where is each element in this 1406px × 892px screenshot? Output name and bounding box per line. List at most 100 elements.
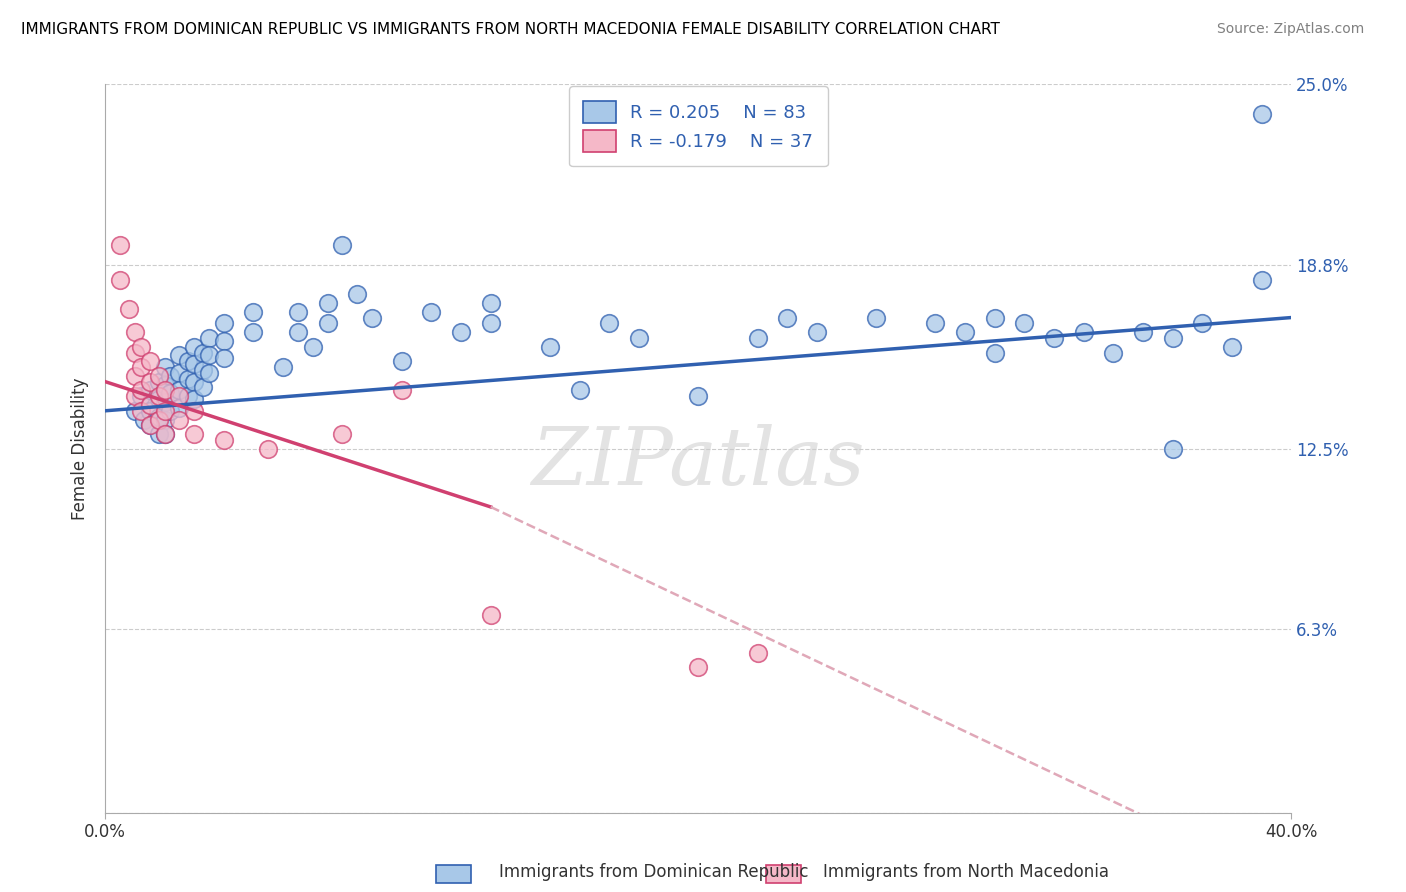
Point (1161, 331, 1184, 345)
Point (183, 427, 205, 442)
Point (332, 237, 354, 252)
Point (148, 409, 170, 424)
Point (212, 433, 235, 447)
Point (242, 325, 264, 339)
Point (159, 404, 181, 418)
Point (159, 386, 181, 401)
Y-axis label: Female Disability: Female Disability (72, 377, 89, 520)
Point (212, 351, 235, 366)
Point (124, 325, 146, 339)
Point (242, 304, 264, 318)
Point (747, 331, 769, 345)
Point (316, 317, 339, 331)
Point (138, 418, 160, 433)
Point (183, 404, 205, 418)
Point (198, 366, 221, 380)
Point (627, 331, 650, 345)
Point (169, 412, 191, 426)
Point (124, 368, 146, 383)
Text: Source: ZipAtlas.com: Source: ZipAtlas.com (1216, 22, 1364, 37)
Point (177, 372, 200, 386)
Text: IMMIGRANTS FROM DOMINICAN REPUBLIC VS IMMIGRANTS FROM NORTH MACEDONIA FEMALE DIS: IMMIGRANTS FROM DOMINICAN REPUBLIC VS IM… (21, 22, 1000, 37)
Point (169, 389, 191, 403)
Point (153, 384, 176, 398)
Point (1014, 317, 1036, 331)
Point (191, 380, 214, 394)
Text: Immigrants from Dominican Republic: Immigrants from Dominican Republic (499, 863, 808, 881)
Point (159, 368, 181, 383)
Point (153, 377, 176, 392)
Point (153, 427, 176, 442)
Point (346, 287, 368, 301)
Point (479, 296, 502, 310)
Point (124, 389, 146, 403)
Point (153, 395, 176, 409)
Point (124, 404, 146, 418)
Point (132, 412, 155, 426)
Point (1102, 345, 1125, 359)
Legend: R = 0.205    N = 83, R = -0.179    N = 37: R = 0.205 N = 83, R = -0.179 N = 37 (569, 87, 828, 166)
Point (212, 317, 235, 331)
Point (169, 366, 191, 380)
Point (148, 368, 170, 383)
Point (183, 392, 205, 406)
Point (148, 389, 170, 403)
Point (391, 384, 413, 398)
Point (479, 607, 502, 622)
Point (212, 334, 235, 348)
Point (198, 331, 221, 345)
Point (747, 646, 769, 660)
Point (1043, 331, 1066, 345)
Point (568, 384, 591, 398)
Point (1161, 442, 1184, 456)
Point (169, 384, 191, 398)
Point (1191, 317, 1213, 331)
Point (138, 404, 160, 418)
Point (1220, 340, 1243, 354)
Point (688, 660, 710, 674)
Point (138, 375, 160, 389)
Point (332, 427, 354, 442)
Text: Immigrants from North Macedonia: Immigrants from North Macedonia (823, 863, 1108, 881)
Point (183, 375, 205, 389)
Point (924, 317, 946, 331)
Point (271, 360, 294, 375)
Point (148, 392, 170, 406)
Point (301, 340, 323, 354)
Point (129, 340, 152, 354)
Point (865, 310, 887, 325)
Point (129, 389, 152, 403)
Point (598, 317, 620, 331)
Point (450, 325, 472, 339)
Point (177, 389, 200, 403)
Point (391, 354, 413, 368)
Point (257, 442, 280, 456)
Point (198, 348, 221, 362)
Point (118, 301, 141, 316)
Point (153, 427, 176, 442)
Point (1132, 325, 1154, 339)
Point (953, 325, 976, 339)
Point (169, 401, 191, 415)
Point (169, 348, 191, 362)
Point (148, 427, 170, 442)
Point (191, 345, 214, 359)
Point (776, 310, 799, 325)
Point (1250, 106, 1272, 120)
Point (148, 412, 170, 426)
Point (1073, 325, 1095, 339)
Point (153, 404, 176, 418)
Point (129, 384, 152, 398)
Point (108, 237, 131, 252)
Point (138, 418, 160, 433)
Point (287, 325, 309, 339)
Point (108, 273, 131, 287)
Point (177, 354, 200, 368)
Point (984, 310, 1007, 325)
Point (153, 360, 176, 375)
Point (806, 325, 828, 339)
Point (183, 357, 205, 371)
Point (183, 340, 205, 354)
Point (287, 304, 309, 318)
Point (138, 398, 160, 412)
